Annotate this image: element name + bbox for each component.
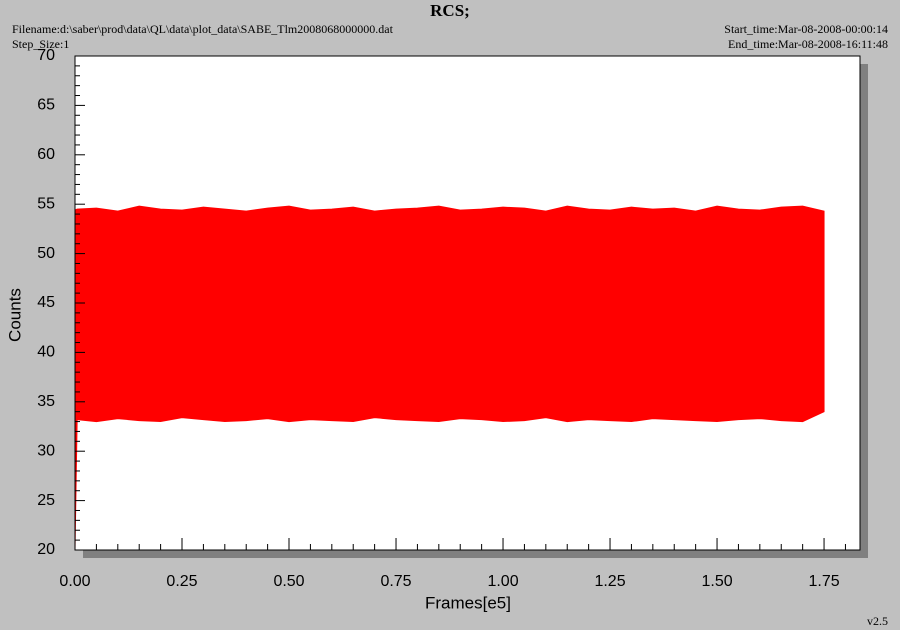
- y-tick-label: 25: [37, 492, 55, 509]
- end-time: End_time:Mar-08-2008-16:11:48: [728, 37, 888, 51]
- y-tick-label: 60: [37, 146, 55, 163]
- data-band: [74, 205, 825, 551]
- x-tick-label: 1.75: [808, 573, 839, 590]
- y-tick-label: 35: [37, 393, 55, 410]
- y-tick-label: 70: [37, 47, 55, 64]
- x-tick-label: 0.50: [273, 573, 304, 590]
- y-tick-label: 55: [37, 195, 55, 212]
- y-tick-label: 40: [37, 344, 55, 361]
- x-tick-label: 1.00: [487, 573, 518, 590]
- step-size: Step_Size:1: [12, 37, 69, 51]
- y-tick-label: 30: [37, 442, 55, 459]
- version: v2.5: [867, 614, 888, 628]
- y-tick-label: 20: [37, 541, 55, 558]
- y-tick-label: 65: [37, 97, 55, 114]
- x-tick-label: 1.50: [701, 573, 732, 590]
- x-tick-label: 1.25: [594, 573, 625, 590]
- x-tick-label: 0.00: [59, 573, 90, 590]
- start-time: Start_time:Mar-08-2008-00:00:14: [724, 22, 888, 36]
- plot-frame: [74, 55, 861, 551]
- y-tick-label: 50: [37, 245, 55, 262]
- x-tick-label: 0.75: [380, 573, 411, 590]
- x-axis-label: Frames[e5]: [425, 593, 511, 612]
- y-tick-label: 45: [37, 294, 55, 311]
- y-axis-label: Counts: [5, 288, 24, 342]
- filename: Filename:d:\saber\prod\data\QL\data\plot…: [12, 22, 394, 36]
- x-tick-label: 0.25: [166, 573, 197, 590]
- chart-title: RCS;: [430, 1, 470, 20]
